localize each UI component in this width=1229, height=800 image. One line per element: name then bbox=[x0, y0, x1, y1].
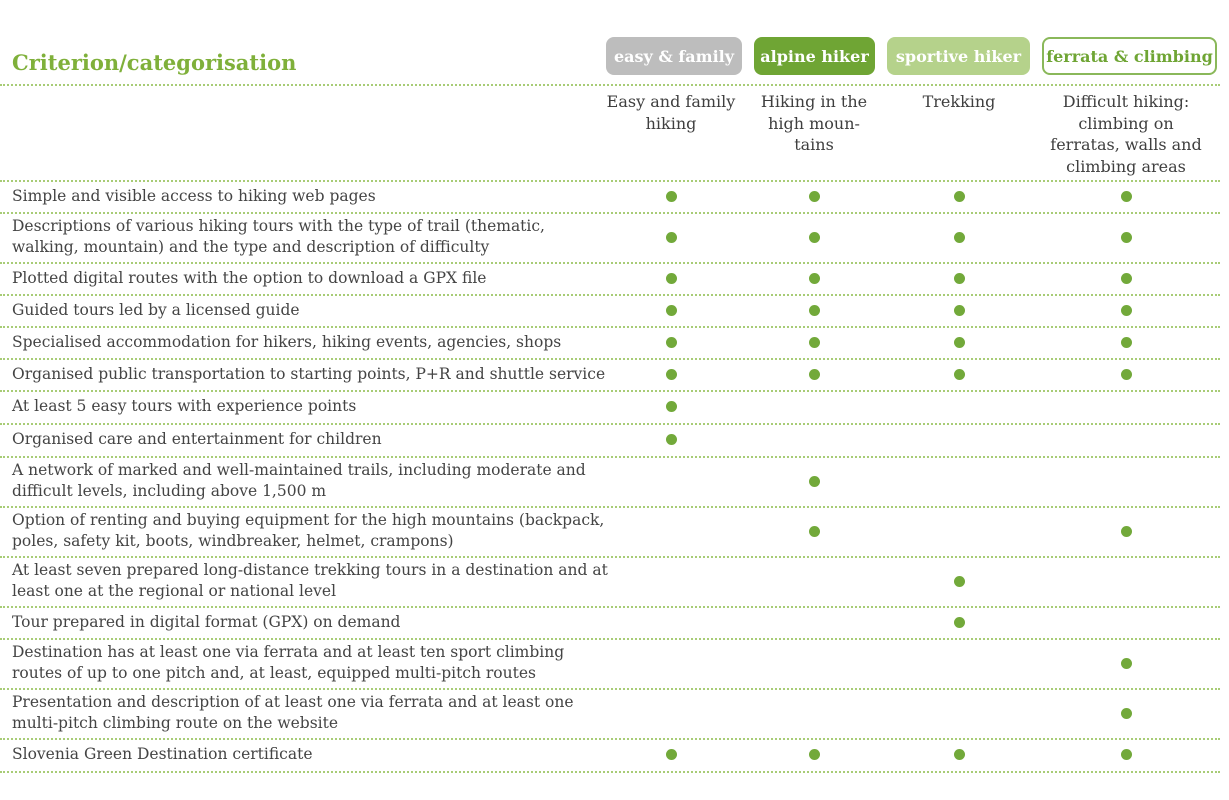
criterion-label: Tour prepared in digital format (GPX) on… bbox=[12, 612, 401, 631]
row-divider bbox=[0, 688, 1220, 690]
criterion-check-dot bbox=[953, 304, 965, 316]
criterion-check-dot bbox=[808, 525, 820, 537]
criterion-label: Plotted digital routes with the option t… bbox=[12, 268, 487, 287]
criterion-check-dot bbox=[665, 304, 677, 316]
criterion-check-dot bbox=[808, 475, 820, 487]
row-divider bbox=[0, 358, 1220, 360]
criterion-check-dot bbox=[665, 368, 677, 380]
criterion-check-dot bbox=[808, 749, 820, 760]
subheading-sportive-hiker: Trekking bbox=[922, 92, 996, 111]
criterion-check-dot bbox=[1120, 231, 1132, 243]
badge-easy-family: easy & family bbox=[606, 37, 742, 75]
criterion-label: Simple and visible access to hiking web … bbox=[12, 186, 376, 205]
criterion-check-dot bbox=[1120, 707, 1132, 719]
criterion-label: Option of renting and buying equipment f… bbox=[12, 511, 605, 550]
criterion-check-dot bbox=[1120, 657, 1132, 669]
row-divider bbox=[0, 556, 1220, 558]
criterion-check-dot bbox=[665, 336, 677, 348]
criterion-label: At least seven prepared long-distance tr… bbox=[12, 561, 608, 600]
criterion-check-dot bbox=[953, 368, 965, 380]
row-divider bbox=[0, 180, 1220, 182]
row-divider bbox=[0, 638, 1220, 640]
criterion-check-dot bbox=[1120, 190, 1132, 202]
criterion-check-dot bbox=[665, 190, 677, 202]
criterion-check-dot bbox=[953, 336, 965, 348]
row-divider bbox=[0, 390, 1220, 392]
criterion-check-dot bbox=[1120, 749, 1132, 760]
criterion-check-dot bbox=[808, 368, 820, 380]
badge-ferrata-climbing: ferrata & climbing bbox=[1042, 37, 1217, 75]
subheading-alpine-hiker: Hiking in the high moun-tains bbox=[760, 92, 868, 154]
row-divider bbox=[0, 423, 1220, 425]
criterion-check-dot bbox=[953, 190, 965, 202]
criterion-check-dot bbox=[808, 336, 820, 348]
criterion-label: Organised care and entertainment for chi… bbox=[12, 430, 382, 448]
header-divider bbox=[0, 84, 1220, 86]
criterion-label: Presentation and description of at least… bbox=[12, 693, 574, 732]
criterion-check-dot bbox=[1120, 304, 1132, 316]
criterion-check-dot bbox=[665, 272, 677, 284]
criterion-label: Descriptions of various hiking tours wit… bbox=[12, 217, 545, 256]
row-divider bbox=[0, 294, 1220, 296]
page-title: Criterion/categorisation bbox=[12, 50, 297, 75]
criterion-check-dot bbox=[953, 272, 965, 284]
criterion-label: Organised public transportation to start… bbox=[12, 364, 606, 383]
row-divider bbox=[0, 456, 1220, 458]
subheading-ferrata-climbing: Difficult hiking: climbing on ferratas, … bbox=[1050, 92, 1202, 176]
row-divider bbox=[0, 506, 1220, 508]
row-divider bbox=[0, 606, 1220, 608]
criterion-check-dot bbox=[808, 304, 820, 316]
criterion-check-dot bbox=[665, 749, 677, 760]
criterion-check-dot bbox=[953, 616, 965, 628]
badge-alpine-hiker: alpine hiker bbox=[754, 37, 875, 75]
criterion-check-dot bbox=[808, 272, 820, 284]
criterion-check-dot bbox=[1120, 336, 1132, 348]
row-divider bbox=[0, 738, 1220, 740]
criterion-check-dot bbox=[665, 401, 677, 412]
criterion-label: At least 5 easy tours with experience po… bbox=[12, 397, 357, 415]
criterion-check-dot bbox=[1120, 368, 1132, 380]
criterion-label: A network of marked and well-maintained … bbox=[12, 461, 586, 500]
criterion-label: Slovenia Green Destination certificate bbox=[12, 745, 313, 763]
criterion-check-dot bbox=[1120, 525, 1132, 537]
criterion-label: Specialised accommodation for hikers, hi… bbox=[12, 332, 562, 351]
row-divider bbox=[0, 262, 1220, 264]
criterion-check-dot bbox=[665, 231, 677, 243]
badge-sportive-hiker: sportive hiker bbox=[887, 37, 1030, 75]
subheading-easy-family: Easy and family hiking bbox=[606, 92, 736, 133]
criterion-check-dot bbox=[953, 575, 965, 587]
criterion-label: Guided tours led by a licensed guide bbox=[12, 300, 300, 319]
criterion-check-dot bbox=[808, 231, 820, 243]
criterion-check-dot bbox=[1120, 272, 1132, 284]
criterion-check-dot bbox=[665, 434, 677, 445]
criterion-check-dot bbox=[808, 190, 820, 202]
criterion-check-dot bbox=[953, 231, 965, 243]
row-divider bbox=[0, 771, 1220, 773]
criterion-label: Destination has at least one via ferrata… bbox=[12, 643, 565, 682]
row-divider bbox=[0, 212, 1220, 214]
row-divider bbox=[0, 326, 1220, 328]
criterion-check-dot bbox=[953, 749, 965, 760]
